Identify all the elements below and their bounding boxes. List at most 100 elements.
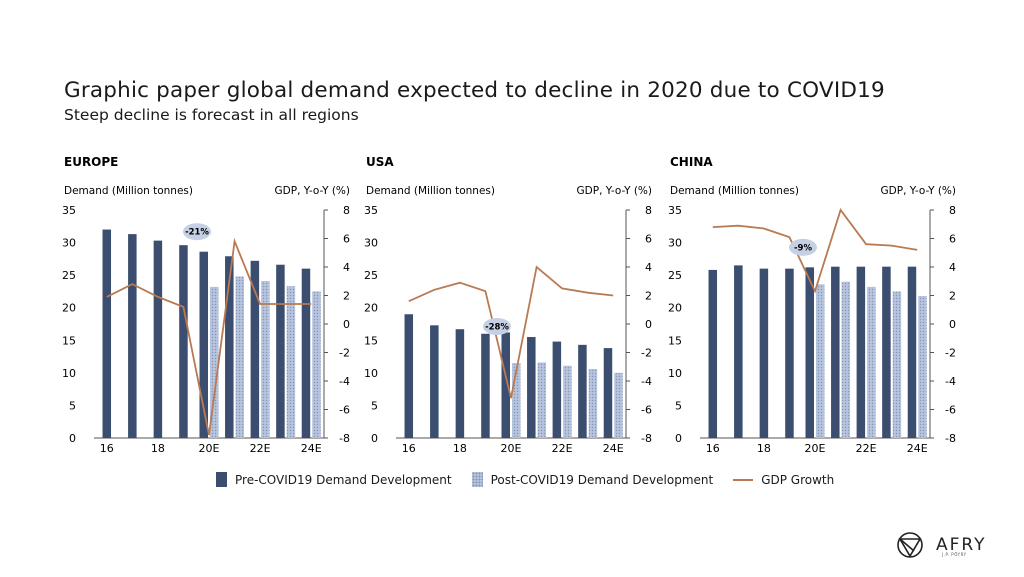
- bar-pre: [301, 268, 311, 438]
- left-tick-label: 15: [364, 334, 378, 347]
- right-tick-label: -6: [945, 404, 956, 417]
- left-tick-label: 5: [675, 399, 682, 412]
- bar-post: [918, 295, 927, 438]
- region-label: CHINA: [670, 155, 713, 169]
- gdp-line: [712, 208, 918, 294]
- left-tick-label: 35: [668, 204, 682, 217]
- gdp-line: [408, 265, 614, 399]
- bar-post: [867, 286, 876, 438]
- right-tick-label: 2: [343, 290, 350, 303]
- bar-pre: [734, 265, 743, 438]
- left-tick-label: 10: [62, 367, 76, 380]
- bar-pre: [578, 344, 587, 438]
- left-tick-label: 10: [668, 367, 682, 380]
- x-tick-label: 20E: [501, 442, 522, 455]
- bar-pre: [102, 229, 112, 438]
- bar-pre: [250, 260, 260, 438]
- chart-svg: CHINA Demand (Million tonnes) GDP, Y-o-Y (…: [668, 155, 956, 455]
- left-tick-label: 30: [668, 237, 682, 250]
- right-tick-label: -4: [945, 375, 956, 388]
- right-tick-label: -8: [945, 432, 956, 445]
- bar-post: [235, 276, 245, 438]
- left-tick-label: 25: [62, 269, 76, 282]
- legend-swatch-post: [471, 472, 483, 487]
- right-tick-label: -2: [339, 347, 350, 360]
- bar-post: [537, 362, 547, 438]
- legend-item-post: Post-COVID19 Demand Development: [471, 472, 713, 487]
- chart-europe: EUROPE Demand (Million tonnes) GDP, Y-o-Y …: [58, 150, 368, 470]
- left-tick-label: 25: [364, 269, 378, 282]
- callout-label: -21%: [185, 228, 209, 238]
- bar-pre: [856, 266, 866, 438]
- x-tick-label: 16: [706, 442, 720, 455]
- callout-badge: [183, 223, 211, 241]
- right-axis-title: GDP, Y-o-Y (%): [577, 185, 652, 197]
- bar-post: [614, 372, 623, 438]
- left-tick-label: 5: [371, 399, 378, 412]
- bar-post: [563, 365, 572, 438]
- x-tick-label: 16: [100, 442, 114, 455]
- legend: Pre-COVID19 Demand Development Post-COVI…: [216, 472, 854, 487]
- region-label: USA: [366, 155, 394, 169]
- right-tick-label: -2: [945, 347, 956, 360]
- legend-label-gdp: GDP Growth: [761, 472, 835, 487]
- callout-badge: [789, 238, 817, 256]
- right-tick-label: 0: [949, 318, 956, 331]
- x-tick-label: 22E: [552, 442, 573, 455]
- left-tick-label: 5: [69, 399, 76, 412]
- left-axis-title: Demand (Million tonnes): [366, 185, 495, 197]
- bar-pre: [805, 267, 814, 438]
- x-tick-label: 20E: [805, 442, 826, 455]
- bar-pre: [404, 314, 414, 438]
- page-title: Graphic paper global demand expected to …: [64, 78, 885, 103]
- bar-post: [588, 368, 598, 438]
- chart-svg: EUROPE Demand (Million tonnes) GDP, Y-o-Y …: [62, 155, 350, 455]
- x-tick-label: 20E: [199, 442, 220, 455]
- chart-china: CHINA Demand (Million tonnes) GDP, Y-o-Y (…: [664, 150, 974, 470]
- legend-swatch-gdp: [733, 478, 754, 481]
- left-tick-label: 0: [69, 432, 76, 445]
- right-tick-label: 2: [949, 290, 956, 303]
- bar-pre: [179, 245, 188, 438]
- legend-item-pre: Pre-COVID19 Demand Development: [216, 472, 452, 487]
- left-axis-title: Demand (Million tonnes): [670, 185, 799, 197]
- right-axis-title: GDP, Y-o-Y (%): [275, 185, 350, 197]
- right-tick-label: 6: [949, 233, 956, 246]
- bar-pre: [455, 329, 465, 438]
- legend-label-pre: Pre-COVID19 Demand Development: [235, 472, 452, 487]
- left-tick-label: 0: [371, 432, 378, 445]
- right-axis-title: GDP, Y-o-Y (%): [881, 185, 956, 197]
- bar-pre: [199, 251, 208, 438]
- bar-post: [210, 286, 219, 438]
- callout-label: -9%: [794, 243, 812, 253]
- legend-swatch-pre: [216, 472, 227, 487]
- x-tick-label: 24E: [301, 442, 322, 455]
- bar-post: [312, 291, 321, 438]
- bar-post: [286, 286, 296, 438]
- bar-pre: [831, 266, 840, 438]
- right-tick-label: -8: [339, 432, 350, 445]
- left-tick-label: 10: [364, 367, 378, 380]
- x-tick-label: 18: [757, 442, 771, 455]
- right-tick-label: 6: [645, 233, 652, 246]
- left-tick-label: 25: [668, 269, 682, 282]
- right-tick-label: 8: [949, 204, 956, 217]
- bar-pre: [759, 268, 769, 438]
- bar-pre: [882, 266, 891, 438]
- bar-post: [512, 363, 521, 438]
- right-tick-label: -4: [339, 375, 350, 388]
- legend-item-gdp: GDP Growth: [733, 473, 834, 487]
- chart-usa: USA Demand (Million tonnes) GDP, Y-o-Y (%)…: [360, 150, 670, 470]
- bar-pre: [907, 266, 917, 438]
- right-tick-label: -2: [641, 347, 652, 360]
- bar-pre: [276, 264, 285, 438]
- bar-pre: [128, 234, 137, 438]
- region-label: EUROPE: [64, 155, 118, 169]
- x-tick-label: 24E: [907, 442, 928, 455]
- right-tick-label: 2: [645, 290, 652, 303]
- right-tick-label: -6: [339, 404, 350, 417]
- bar-pre: [552, 341, 562, 438]
- right-tick-label: 4: [949, 261, 956, 274]
- callout-label: -28%: [485, 322, 509, 332]
- bar-pre: [481, 333, 490, 438]
